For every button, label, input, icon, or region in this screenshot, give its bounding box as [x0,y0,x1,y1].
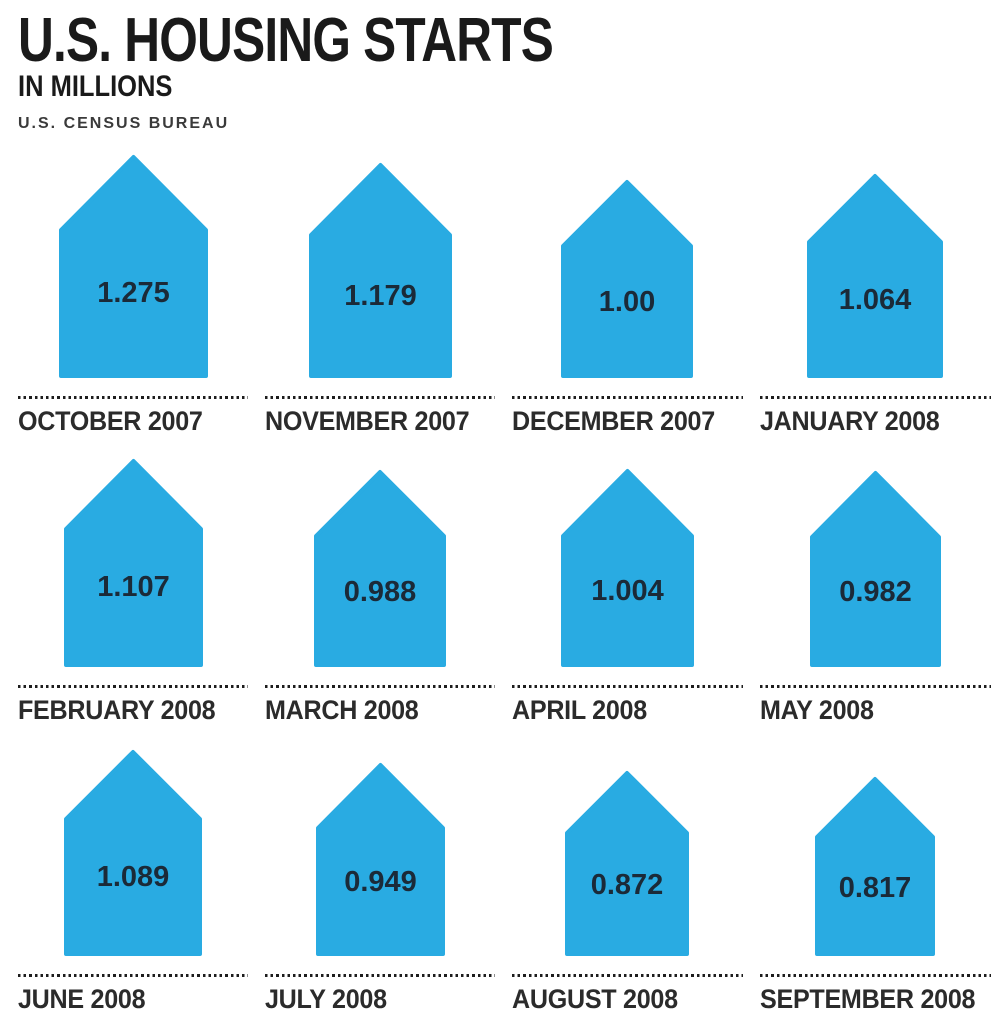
dotted-divider [512,395,743,399]
house-value: 0.982 [839,576,912,608]
month-label: AUGUST 2008 [512,983,679,1014]
source-credit: U.S. CENSUS BUREAU [18,114,230,132]
dotted-divider [759,395,991,399]
month-label: JANUARY 2008 [759,405,940,436]
house-area: 0.982 [760,446,991,668]
chart-header: U.S. HOUSING STARTS IN MILLIONS U.S. CEN… [18,6,991,133]
house-shape [815,776,936,956]
house-shape [63,458,203,667]
house-shape [58,154,208,378]
house-value: 0.817 [839,872,912,904]
months-grid: 1.275 OCTOBER 2007 1.179 NOVEMBER 2007 1… [18,154,991,1024]
house-area: 1.179 [265,157,495,379]
month-cell: 1.107 FEBRUARY 2008 [18,446,249,735]
house-value: 1.275 [97,277,170,309]
dotted-divider [265,684,496,688]
house-area: 0.872 [512,735,742,957]
house-value: 1.107 [97,571,170,603]
month-cell: 0.817 SEPTEMBER 2008 [759,735,991,1024]
house-icon: 0.949 [315,762,445,956]
house-shape [314,469,447,667]
month-cell: 1.064 JANUARY 2008 [759,157,991,446]
month-label: SEPTEMBER 2008 [759,983,975,1014]
house-icon: 1.107 [63,458,203,667]
month-cell: 0.872 AUGUST 2008 [512,735,743,1024]
page-title: U.S. HOUSING STARTS [18,6,554,75]
house-icon: 1.275 [58,154,208,378]
month-cell: 1.004 APRIL 2008 [512,446,743,735]
month-cell: 1.089 JUNE 2008 [18,735,249,1024]
house-area: 0.949 [265,735,495,957]
dotted-divider [18,973,249,977]
house-value: 0.949 [344,866,417,898]
dotted-divider [759,973,991,977]
house-icon: 1.00 [561,179,694,378]
month-cell: 0.949 JULY 2008 [265,735,496,1024]
house-shape [561,179,694,378]
house-area: 0.988 [265,446,495,668]
month-cell: 1.179 NOVEMBER 2007 [265,157,496,446]
month-label: OCTOBER 2007 [18,405,203,436]
month-cell: 0.988 MARCH 2008 [265,446,496,735]
house-shape [807,173,944,378]
house-icon: 1.004 [560,468,694,667]
house-area: 0.817 [760,735,991,957]
house-value: 1.179 [344,280,417,312]
house-icon: 0.817 [815,776,936,956]
house-icon: 1.064 [807,173,944,378]
house-shape [64,749,203,956]
month-label: FEBRUARY 2008 [18,694,216,725]
dotted-divider [512,684,743,688]
month-label: APRIL 2008 [512,694,648,725]
house-area: 1.064 [760,157,991,379]
house-shape [560,468,694,667]
house-value: 0.988 [344,576,417,608]
house-shape [565,770,690,956]
dotted-divider [512,973,743,977]
house-area: 1.00 [512,157,742,379]
house-icon: 1.179 [308,162,452,378]
month-label: JULY 2008 [265,983,387,1014]
chart-subtitle: IN MILLIONS [18,69,173,103]
house-shape [315,762,445,956]
dotted-divider [18,684,249,688]
house-icon: 0.988 [314,469,447,667]
month-cell: 0.982 MAY 2008 [759,446,991,735]
house-value: 0.872 [591,869,664,901]
house-icon: 0.982 [809,470,941,667]
house-value: 1.064 [839,284,912,316]
house-value: 1.00 [599,286,655,318]
month-label: JUNE 2008 [18,983,146,1014]
house-area: 1.275 [18,154,248,379]
house-shape [809,470,941,667]
house-area: 1.107 [18,446,248,668]
month-label: NOVEMBER 2007 [265,405,470,436]
dotted-divider [18,395,249,399]
dotted-divider [265,395,496,399]
dotted-divider [759,684,991,688]
month-label: MAY 2008 [759,694,874,725]
house-value: 1.089 [97,861,170,893]
house-value: 1.004 [591,575,664,607]
month-label: MARCH 2008 [265,694,419,725]
house-icon: 1.089 [64,749,203,956]
month-cell: 1.275 OCTOBER 2007 [18,154,249,446]
house-area: 1.004 [512,446,742,668]
house-icon: 0.872 [565,770,690,956]
house-area: 1.089 [18,735,248,957]
month-cell: 1.00 DECEMBER 2007 [512,157,743,446]
house-shape [308,162,452,378]
month-label: DECEMBER 2007 [512,405,716,436]
dotted-divider [265,973,496,977]
